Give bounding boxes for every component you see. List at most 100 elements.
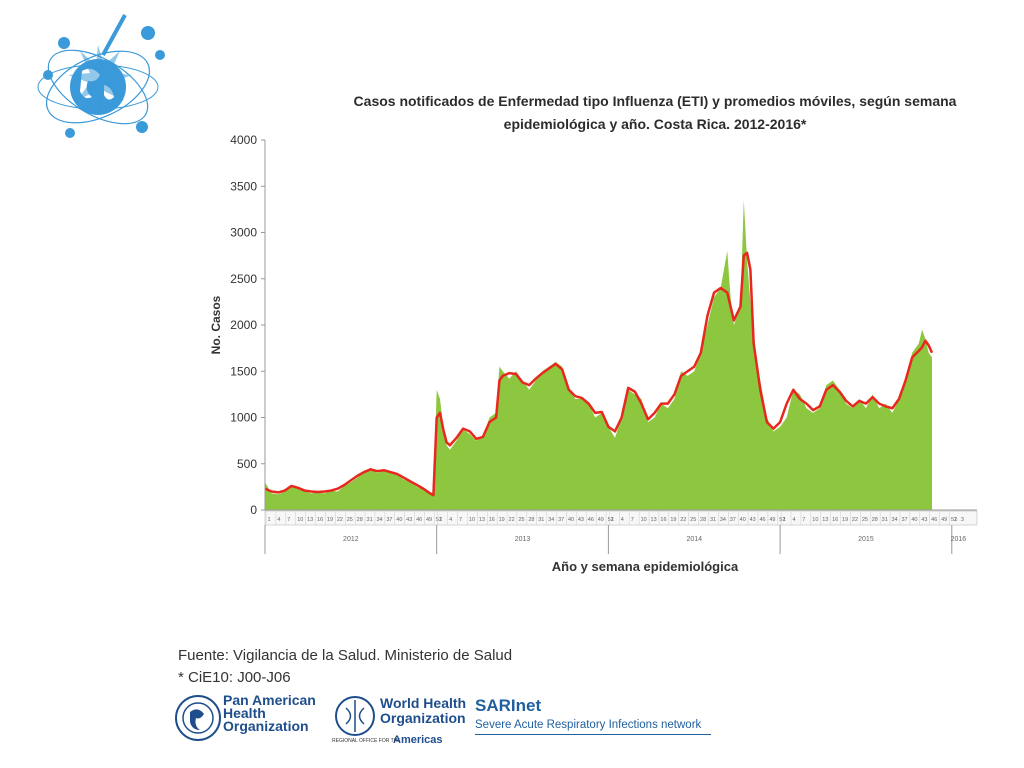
who-name: World Health Organization <box>380 695 467 726</box>
x-week-tick-label: 34 <box>720 517 726 523</box>
x-week-tick-label: 46 <box>416 517 422 523</box>
x-week-tick-label: 19 <box>499 517 505 523</box>
y-tick-label: 1500 <box>230 364 257 378</box>
x-week-tick-label: 52 <box>951 517 957 523</box>
x-week-tick-label: 49 <box>598 517 604 523</box>
x-week-tick-label: 7 <box>459 517 462 523</box>
chart-title-line2: epidemiológica y año. Costa Rica. 2012-2… <box>503 116 807 132</box>
x-week-tick-label: 49 <box>941 517 947 523</box>
x-week-tick-label: 43 <box>921 517 927 523</box>
paho-name: Pan American Health Organization <box>223 692 316 734</box>
x-week-tick-label: 40 <box>911 517 917 523</box>
x-week-tick-label: 46 <box>588 517 594 523</box>
x-week-tick-label: 22 <box>852 517 858 523</box>
x-week-tick-label: 28 <box>528 517 534 523</box>
x-week-tick-label: 19 <box>842 517 848 523</box>
x-week-tick-label: 19 <box>327 517 333 523</box>
chart-svg: 0 500 1000 1500 2000 2500 3000 3500 4000 No. Caso… <box>209 133 978 574</box>
x-year-label: 2015 <box>858 536 874 543</box>
sarinet-full-name: Severe Acute Respiratory Infections netw… <box>475 719 702 731</box>
x-week-tick-label: 13 <box>651 517 657 523</box>
x-week-tick-label: 10 <box>297 517 303 523</box>
who-americas-label: Americas <box>393 734 443 746</box>
series-line-moving-average <box>264 251 934 497</box>
x-week-tick-label: 4 <box>449 517 452 523</box>
x-week-tick-label: 49 <box>426 517 432 523</box>
x-week-tick-label: 34 <box>548 517 554 523</box>
y-tick-label: 2500 <box>230 272 257 286</box>
x-week-tick-label: 25 <box>690 517 696 523</box>
x-week-tick-label: 40 <box>740 517 746 523</box>
chart-title-line1: Casos notificados de Enfermedad tipo Inf… <box>353 93 957 109</box>
x-week-tick-label: 43 <box>578 517 584 523</box>
x-week-tick-label: 1 <box>783 517 786 523</box>
x-week-tick-label: 31 <box>367 517 373 523</box>
x-week-tick-label: 1 <box>611 517 614 523</box>
x-week-tick-label: 13 <box>307 517 313 523</box>
x-week-tick-label: 43 <box>406 517 412 523</box>
x-week-tick-label: 7 <box>802 517 805 523</box>
x-week-tick-label: 4 <box>277 517 280 523</box>
x-week-tick-label: 1 <box>268 517 271 523</box>
x-week-tick-label: 28 <box>700 517 706 523</box>
sarinet-name: SARInet <box>475 696 542 715</box>
y-tick-label: 2000 <box>230 318 257 332</box>
source-note: Fuente: Vigilancia de la Salud. Minister… <box>178 647 513 664</box>
x-week-tick-label: 1 <box>954 517 957 523</box>
x-week-tick-label: 40 <box>568 517 574 523</box>
x-week-tick-label: 16 <box>489 517 495 523</box>
x-week-tick-label: 22 <box>680 517 686 523</box>
x-week-tick-label: 34 <box>376 517 382 523</box>
y-tick-label: 0 <box>250 503 257 517</box>
x-week-tick-label: 52 <box>436 517 442 523</box>
x-week-tick-label: 52 <box>608 517 614 523</box>
x-week-tick-label: 1 <box>439 517 442 523</box>
x-week-tick-label: 37 <box>558 517 564 523</box>
who-region-label: REGIONAL OFFICE FOR THE <box>332 738 401 744</box>
x-week-tick-label: 46 <box>931 517 937 523</box>
x-year-label: 2014 <box>686 536 702 543</box>
x-week-tick-label: 31 <box>538 517 544 523</box>
x-week-tick-label: 46 <box>759 517 765 523</box>
x-week-tick-label: 4 <box>793 517 796 523</box>
x-week-tick-label: 16 <box>660 517 666 523</box>
y-axis-label: No. Casos <box>209 295 223 354</box>
x-week-tick-label: 16 <box>832 517 838 523</box>
x-week-tick-label: 49 <box>769 517 775 523</box>
sarinet-underline <box>475 734 711 735</box>
x-week-tick-label: 10 <box>812 517 818 523</box>
x-week-tick-label: 43 <box>750 517 756 523</box>
y-tick-label: 3500 <box>230 179 257 193</box>
x-week-tick-label: 16 <box>317 517 323 523</box>
x-week-band <box>264 510 978 526</box>
x-week-tick-label: 22 <box>509 517 515 523</box>
chart: 0 500 1000 1500 2000 2500 3000 3500 4000 No. Caso… <box>200 128 990 588</box>
y-tick-label: 4000 <box>230 133 257 147</box>
paho-logo-icon <box>175 695 221 741</box>
partner-logos: Pan American Health Organization World H… <box>175 692 735 754</box>
x-week-tick-label: 10 <box>469 517 475 523</box>
x-week-tick-label: 22 <box>337 517 343 523</box>
series-area-cases <box>265 200 932 510</box>
x-week-tick-label: 25 <box>347 517 353 523</box>
x-week-tick-label: 13 <box>479 517 485 523</box>
x-week-tick-label: 31 <box>710 517 716 523</box>
x-week-tick-label: 37 <box>730 517 736 523</box>
y-tick-label: 3000 <box>230 226 257 240</box>
x-week-tick-label: 13 <box>822 517 828 523</box>
x-week-tick-label: 25 <box>862 517 868 523</box>
x-week-tick-label: 37 <box>386 517 392 523</box>
who-logo-icon <box>335 696 375 736</box>
x-week-tick-label: 7 <box>287 517 290 523</box>
x-week-tick-label: 10 <box>641 517 647 523</box>
x-week-tick-label: 52 <box>779 517 785 523</box>
x-week-tick-label: 28 <box>357 517 363 523</box>
x-week-tick-label: 3 <box>961 517 964 523</box>
y-tick-label: 1000 <box>230 411 257 425</box>
x-week-tick-label: 40 <box>396 517 402 523</box>
x-week-tick-label: 4 <box>621 517 624 523</box>
x-week-tick-label: 28 <box>872 517 878 523</box>
x-week-tick-label: 19 <box>670 517 676 523</box>
x-year-label: 2016 <box>951 536 967 543</box>
footnote: * CiE10: J00-J06 <box>178 669 291 686</box>
